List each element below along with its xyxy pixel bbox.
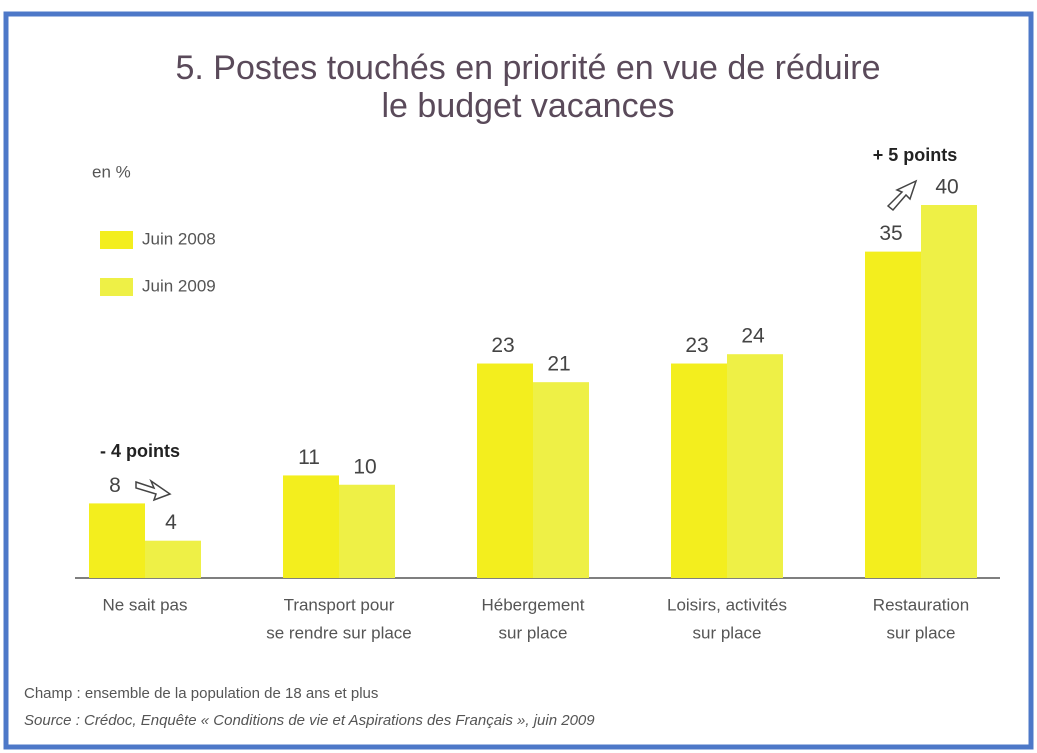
x-tick-label: sur place: [499, 623, 568, 642]
bar: [533, 382, 589, 578]
value-label: 40: [935, 176, 958, 199]
legend-label: Juin 2009: [142, 276, 216, 295]
legend-label: Juin 2008: [142, 229, 216, 248]
x-tick-label: sur place: [887, 623, 956, 642]
bar: [339, 484, 395, 578]
x-tick-label: sur place: [693, 623, 762, 642]
bar: [921, 205, 977, 578]
annotation: + 5 points: [873, 145, 958, 165]
chart-title: 5. Postes touchés en priorité en vue de …: [176, 49, 881, 87]
value-label: 21: [547, 353, 570, 376]
arrow-up: [886, 179, 918, 212]
arrow-down: [135, 478, 172, 502]
unit-label: en %: [92, 162, 131, 181]
bar: [477, 363, 533, 578]
value-label: 24: [741, 325, 765, 348]
bar: [671, 363, 727, 578]
legend-swatch: [100, 231, 133, 249]
chart-title: le budget vacances: [382, 87, 675, 125]
note: Source : Crédoc, Enquête « Conditions de…: [24, 712, 595, 729]
value-label: 23: [685, 334, 708, 357]
value-label: 4: [165, 511, 177, 534]
note: Champ : ensemble de la population de 18 …: [24, 685, 378, 702]
value-label: 8: [109, 474, 121, 497]
x-tick-label: se rendre sur place: [266, 623, 412, 642]
x-tick-label: Loisirs, activités: [667, 595, 787, 614]
x-tick-label: Transport pour: [284, 595, 395, 614]
x-tick-label: Restauration: [873, 595, 969, 614]
bar: [865, 251, 921, 578]
x-tick-label: Hébergement: [481, 595, 584, 614]
bar: [727, 354, 783, 578]
bar: [89, 503, 145, 578]
annotation: - 4 points: [100, 441, 180, 461]
value-label: 23: [491, 334, 514, 357]
value-label: 11: [298, 446, 320, 469]
bar: [283, 475, 339, 578]
legend-swatch: [100, 278, 133, 296]
x-tick-label: Ne sait pas: [102, 595, 187, 614]
bar: [145, 540, 201, 578]
value-label: 35: [879, 222, 902, 245]
value-label: 10: [353, 455, 376, 478]
